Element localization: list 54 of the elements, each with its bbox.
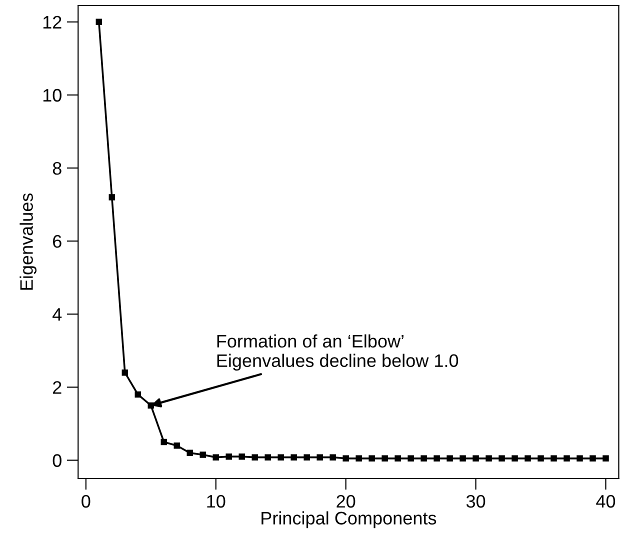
point: [304, 454, 310, 460]
annotation: Formation of an ‘Elbow’ Eigenvalues decline below 1.0: [217, 334, 458, 371]
point: [278, 454, 284, 460]
point: [564, 455, 570, 462]
point: [330, 454, 336, 460]
point: [590, 455, 596, 462]
point: [238, 453, 245, 460]
y-tick-label: 4: [52, 308, 62, 321]
x-tick-label: 20: [336, 494, 356, 508]
y-tick-label: 2: [53, 381, 62, 394]
point: [342, 455, 349, 462]
point: [460, 455, 466, 462]
point: [498, 455, 505, 462]
point: [538, 455, 544, 462]
x-tick-label: 10: [207, 494, 226, 508]
point: [434, 455, 440, 462]
point: [200, 452, 206, 458]
x-tick-label: 40: [596, 494, 616, 508]
point: [550, 455, 557, 462]
point: [96, 18, 102, 26]
point: [264, 454, 271, 460]
point: [122, 369, 128, 376]
y-tick-label: 10: [43, 88, 62, 102]
y-tick-label: 6: [53, 235, 62, 248]
point: [226, 453, 232, 460]
point: [316, 454, 323, 460]
point: [486, 455, 492, 462]
point: [174, 442, 180, 449]
point: [602, 455, 609, 462]
y-axis-title: Eigenvalues: [20, 193, 37, 290]
point: [252, 454, 258, 460]
point: [290, 454, 297, 460]
point: [524, 455, 531, 462]
point: [186, 450, 194, 456]
point: [394, 455, 401, 462]
point: [512, 455, 518, 462]
point: [446, 455, 453, 462]
point: [382, 455, 388, 462]
point: [108, 194, 116, 200]
point: [356, 455, 362, 462]
x-tick-label: 0: [82, 494, 90, 508]
point: [368, 455, 375, 462]
point: [472, 455, 479, 462]
point: [160, 438, 168, 446]
x-tick-label: 30: [466, 494, 486, 508]
y-tick-label: 8: [52, 162, 62, 175]
point: [420, 455, 427, 462]
y-tick-label: 12: [43, 16, 62, 28]
x-axis-title: Principal Components: [262, 511, 436, 528]
point: [576, 455, 583, 462]
point: [134, 391, 142, 398]
point: [408, 455, 414, 462]
y-tick-label: 0: [52, 454, 62, 467]
point: [212, 454, 220, 460]
